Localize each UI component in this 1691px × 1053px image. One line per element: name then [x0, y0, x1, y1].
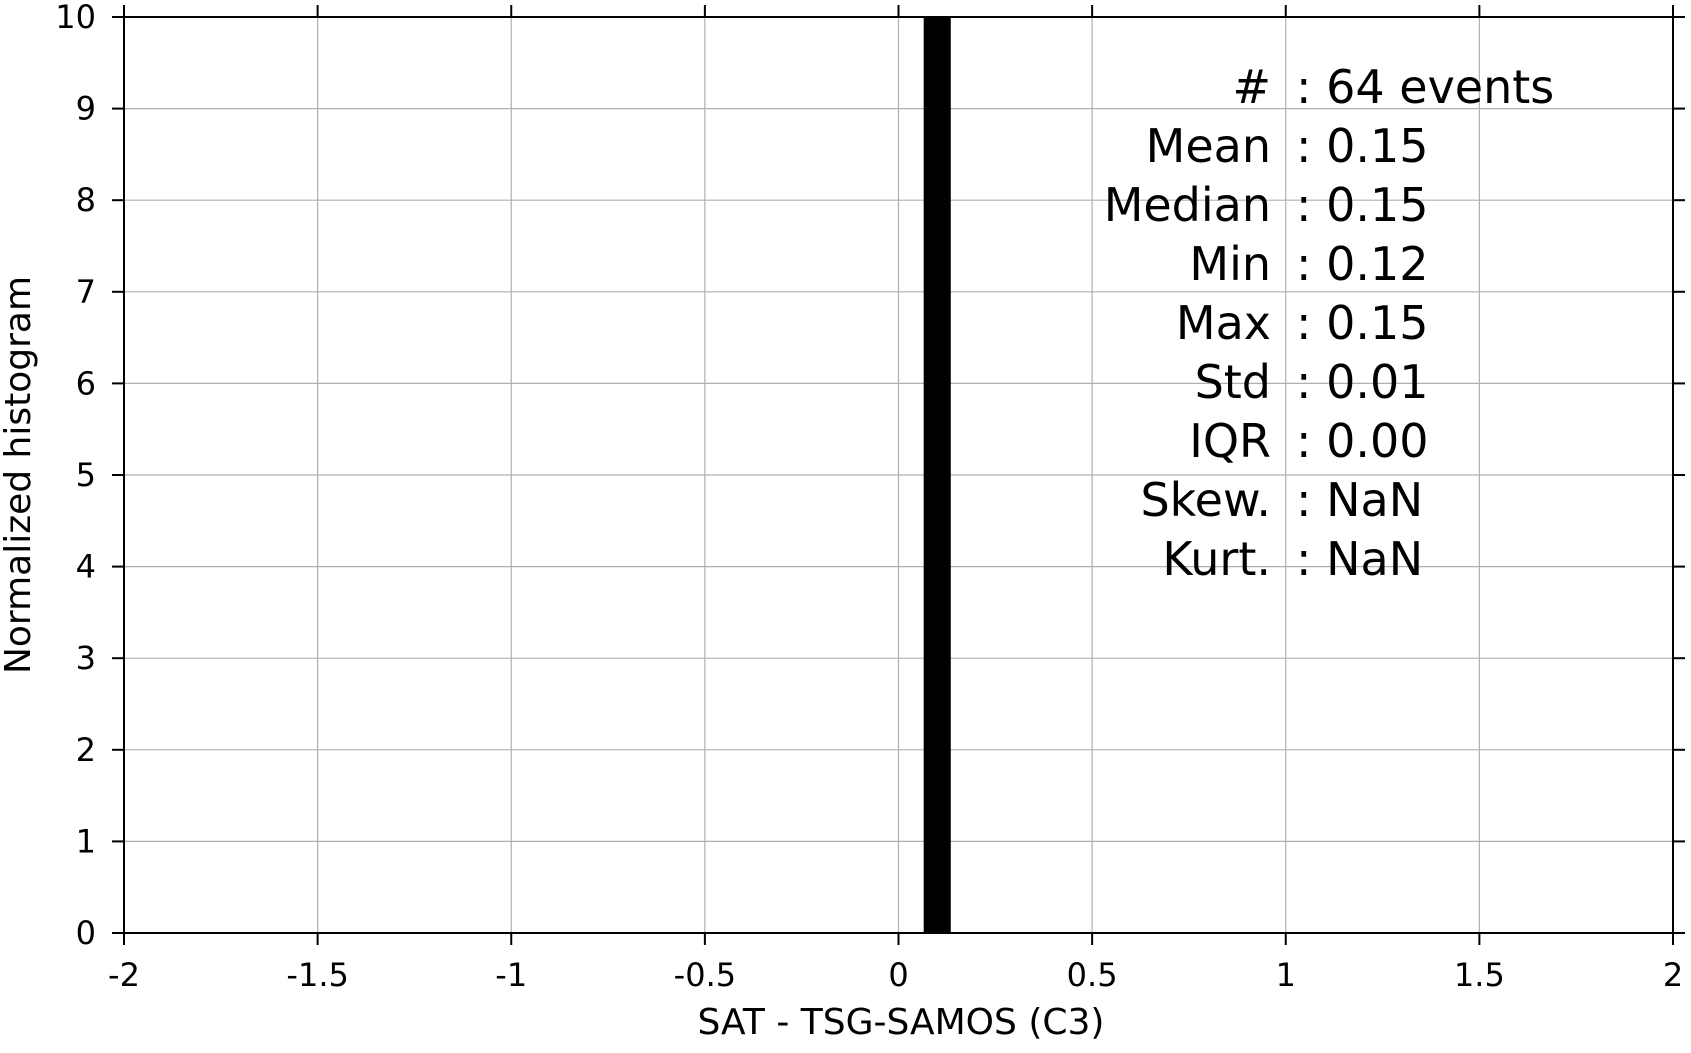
y-tick-label: 9: [76, 90, 96, 128]
x-tick-label: 1: [1276, 956, 1296, 994]
y-tick-label: 5: [76, 456, 96, 494]
stat-label: Median: [1104, 178, 1271, 232]
stat-value: : 0.15: [1296, 119, 1429, 173]
x-tick-label: -1: [495, 956, 527, 994]
x-tick-label: -2: [108, 956, 140, 994]
stat-value: : NaN: [1296, 532, 1423, 586]
histogram-bars: [923, 17, 951, 933]
x-tick-label: 0: [888, 956, 908, 994]
y-tick-label: 3: [76, 639, 96, 677]
stat-label: Max: [1176, 296, 1271, 350]
grid-lines: [123, 16, 1674, 934]
stat-label: Kurt.: [1162, 532, 1271, 586]
stat-label: Mean: [1146, 119, 1271, 173]
x-tick-label: 2: [1663, 956, 1683, 994]
stat-label: IQR: [1189, 414, 1271, 468]
stat-value: : 64 events: [1296, 60, 1554, 114]
x-tick-label: 0.5: [1067, 956, 1118, 994]
stat-label: #: [1232, 60, 1271, 114]
axis-ticks: -2 -1.5 -1 -0.5 0 0.5 1 1.5 2 0 1 2 3 4 5 6 7 8 9 10: [55, 0, 1685, 994]
stat-value: : 0.15: [1296, 296, 1429, 350]
stat-value: : 0.12: [1296, 237, 1429, 291]
y-tick-label: 10: [55, 0, 96, 36]
y-tick-label: 7: [76, 273, 96, 311]
stat-label: Min: [1189, 237, 1271, 291]
stat-value: : NaN: [1296, 473, 1423, 527]
stats-box: # : 64 events Mean : 0.15 Median : 0.15 Min : 0…: [1104, 60, 1555, 586]
x-tick-label: -0.5: [674, 956, 736, 994]
x-axis-label: SAT - TSG-SAMOS (C3): [698, 1002, 1105, 1043]
stat-value: : 0.01: [1296, 355, 1429, 409]
y-tick-label: 1: [76, 822, 96, 860]
y-tick-label: 6: [76, 364, 96, 402]
y-tick-label: 2: [76, 731, 96, 769]
x-tick-label: -1.5: [286, 956, 348, 994]
stat-value: : 0.00: [1296, 414, 1429, 468]
stat-label: Skew.: [1140, 473, 1271, 527]
y-tick-label: 8: [76, 181, 96, 219]
y-tick-label: 0: [76, 914, 96, 952]
stat-value: : 0.15: [1296, 178, 1429, 232]
x-tick-label: 1.5: [1454, 956, 1505, 994]
histogram-bar: [923, 17, 951, 933]
y-axis-label: Normalized histogram: [0, 276, 39, 674]
y-tick-label: 4: [76, 548, 96, 586]
stat-label: Std: [1195, 355, 1271, 409]
